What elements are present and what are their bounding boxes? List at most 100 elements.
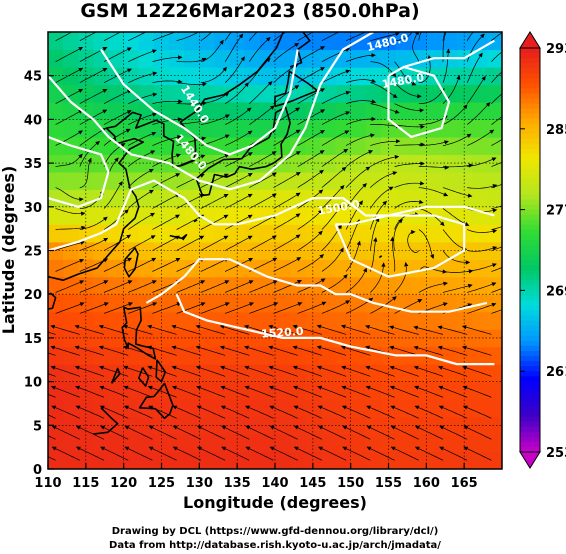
streamline [321,148,348,167]
streamline-arrow [431,13,435,17]
temperature-cell [63,329,79,348]
streamline-arrow [464,222,470,226]
streamline-arrow [514,130,518,133]
streamline [317,346,347,356]
temperature-cell [93,154,110,173]
streamline-arrow [125,128,131,133]
streamline [268,325,298,335]
temperature-cell [396,101,412,120]
streamline [269,366,298,377]
streamline [249,32,258,41]
streamline-arrow [124,446,130,451]
temperature-cell [78,416,94,435]
streamline-arrow [491,282,497,287]
temperature-field [48,32,502,469]
streamline-arrow [365,324,370,329]
temperature-cell [411,189,427,208]
streamline-arrow [124,209,129,214]
temperature-cell [350,434,367,453]
streamline-arrow [358,200,363,205]
temperature-cell [380,32,397,51]
temperature-cell [320,434,337,453]
temperature-cell [214,399,231,418]
streamline [367,425,395,440]
streamline-arrow [202,119,207,124]
temperature-cell [350,101,367,120]
streamline-arrow [102,47,108,51]
temperature-cell [48,399,64,418]
streamline-arrow [381,262,386,267]
streamline-arrow [150,212,155,217]
temperature-cell [320,67,337,86]
temperature-cell [63,224,79,243]
temperature-cell [456,416,473,435]
streamline [128,113,157,125]
temperature-cell [411,171,427,190]
temperature-cell [426,136,442,155]
colorbar-segment [520,179,540,185]
temperature-cell [290,364,306,383]
height-contour [403,39,495,69]
temperature-cell [229,434,246,453]
streamline-arrow [175,214,181,219]
y-tick-label: 30 [24,201,42,216]
streamline-arrow [28,447,32,450]
streamline-arrow [373,237,378,242]
temperature-cell [229,49,246,68]
temperature-cell [275,364,291,383]
streamline [200,173,229,188]
temperature-cell [259,241,276,260]
temperature-cell [426,311,442,330]
temperature-cell [184,451,200,469]
streamline [244,325,274,335]
colorbar-segment [520,361,540,367]
streamline [48,414,56,419]
streamline [321,70,350,84]
colorbar-segment [520,53,540,59]
streamline [55,280,84,293]
temperature-cell [471,154,488,173]
temperature-cell [184,241,200,260]
temperature-cell [199,241,215,260]
streamline [79,68,107,84]
streamline-arrow [266,37,271,42]
streamline [341,325,371,335]
temperature-cell [305,346,321,365]
streamline-arrow [172,405,178,410]
temperature-cell [411,311,427,330]
colorbar-segment [520,103,540,110]
temperature-cell [153,329,170,348]
temperature-cell [229,189,246,208]
temperature-cell [123,32,140,51]
temperature-cell [259,399,276,418]
streamline [442,164,473,168]
temperature-cell [456,381,473,400]
streamline-arrow [492,229,498,234]
streamline-arrow [515,177,519,180]
streamline-arrow [248,280,254,285]
temperature-cell [396,294,412,313]
streamline-arrow [247,235,253,240]
temperature-cell [350,206,367,225]
temperature-cell [48,224,64,243]
streamline-arrow [414,385,419,390]
x-tick-label: 145 [299,476,326,491]
streamline [466,53,483,83]
temperature-cell [411,416,427,435]
temperature-cell [426,416,442,435]
streamline-arrow [246,107,252,112]
streamline [152,100,182,105]
streamline-arrow [28,406,32,409]
streamline [321,300,350,314]
streamline-arrow [50,365,56,370]
temperature-cell [441,32,458,51]
temperature-cell [380,346,397,365]
streamline [442,187,472,197]
streamline-arrow [199,173,205,178]
temperature-cell [184,224,200,243]
temperature-cell [63,32,79,51]
streamline [147,346,177,356]
temperature-cell [244,276,261,295]
streamline-arrow [220,385,226,390]
streamline-arrow [175,173,181,177]
